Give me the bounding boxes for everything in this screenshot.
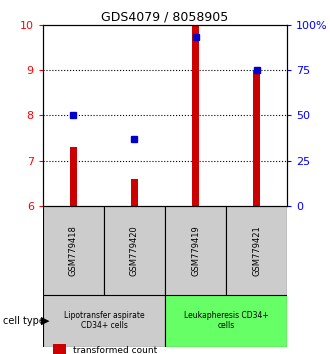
Text: transformed count: transformed count — [73, 346, 157, 354]
Bar — [43, 295, 165, 347]
Text: GSM779421: GSM779421 — [252, 225, 261, 276]
Text: GSM779418: GSM779418 — [69, 225, 78, 276]
Bar — [70, 147, 77, 206]
Text: GSM779420: GSM779420 — [130, 225, 139, 276]
Bar — [104, 206, 165, 295]
Bar — [165, 295, 287, 347]
Bar — [165, 206, 226, 295]
Bar — [131, 179, 138, 206]
Text: cell type: cell type — [3, 316, 45, 326]
Text: ▶: ▶ — [41, 316, 50, 326]
Title: GDS4079 / 8058905: GDS4079 / 8058905 — [101, 11, 229, 24]
Text: Lipotransfer aspirate
CD34+ cells: Lipotransfer aspirate CD34+ cells — [64, 311, 144, 330]
Bar — [43, 206, 104, 295]
Text: Leukapheresis CD34+
cells: Leukapheresis CD34+ cells — [184, 311, 268, 330]
Bar — [226, 206, 287, 295]
Bar — [253, 70, 260, 206]
Text: GSM779419: GSM779419 — [191, 225, 200, 276]
Bar — [192, 25, 199, 206]
